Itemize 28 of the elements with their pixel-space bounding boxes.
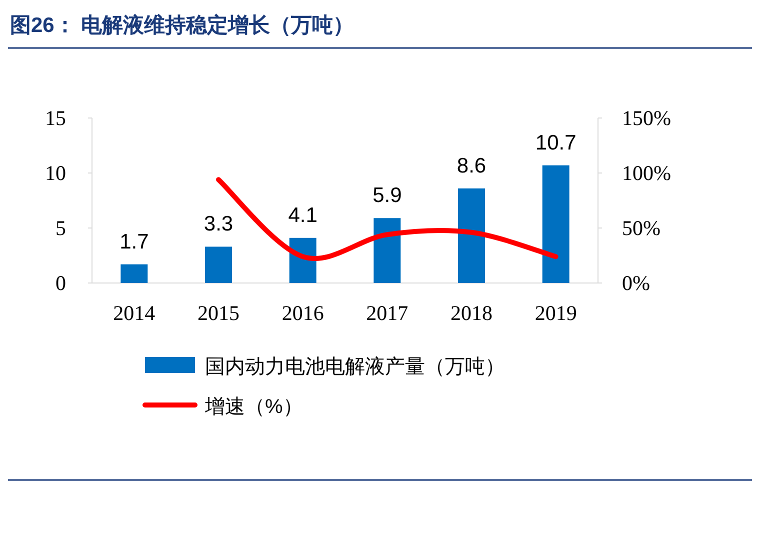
legend-label: 国内动力电池电解液产量（万吨） <box>205 356 505 378</box>
y-tick-label: 15 <box>45 106 66 130</box>
x-tick-label: 2018 <box>450 301 492 325</box>
x-tick-label: 2014 <box>113 301 156 325</box>
x-tick-label: 2017 <box>366 301 408 325</box>
y2-tick-label: 100% <box>622 161 671 185</box>
x-tick-label: 2016 <box>282 301 324 325</box>
x-tick-label: 2019 <box>534 301 577 325</box>
data-label: 4.1 <box>288 204 318 227</box>
bar <box>458 188 485 283</box>
chart-title: 图26： 电解液维持稳定增长（万吨） <box>10 13 354 37</box>
data-label: 8.6 <box>456 154 486 178</box>
data-label: 1.7 <box>120 230 149 254</box>
x-tick-label: 2015 <box>198 301 240 325</box>
data-label: 3.3 <box>204 212 234 236</box>
legend-label: 增速（%） <box>204 396 303 418</box>
y-tick-label: 0 <box>56 271 66 295</box>
y2-tick-label: 0% <box>622 271 650 295</box>
y-tick-label: 10 <box>45 161 66 185</box>
bar <box>120 264 148 283</box>
y2-tick-label: 150% <box>622 106 671 130</box>
bar <box>205 246 232 283</box>
y-tick-label: 5 <box>56 216 66 240</box>
data-label: 10.7 <box>535 131 576 154</box>
bar <box>542 165 570 283</box>
bar <box>374 218 401 283</box>
y2-tick-label: 50% <box>622 216 660 240</box>
data-label: 5.9 <box>372 184 402 208</box>
